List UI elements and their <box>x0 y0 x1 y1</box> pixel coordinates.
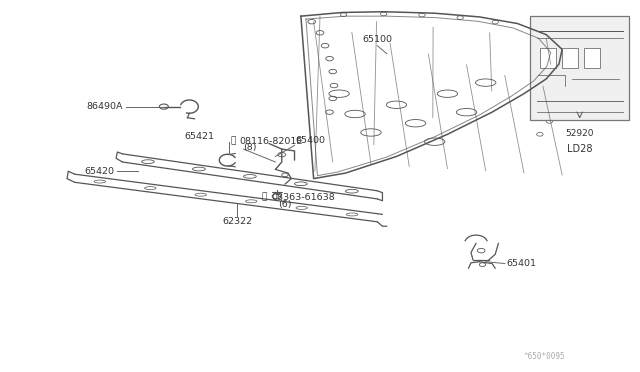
Text: LD28: LD28 <box>567 144 593 154</box>
FancyBboxPatch shape <box>531 16 629 119</box>
Text: 52920: 52920 <box>565 129 594 138</box>
Bar <box>540 48 556 68</box>
Text: 65401: 65401 <box>506 259 536 268</box>
Text: Ⓢ: Ⓢ <box>261 192 267 202</box>
Text: 08116-8201E: 08116-8201E <box>239 137 302 146</box>
Bar <box>562 48 578 68</box>
Text: Ⓑ: Ⓑ <box>231 137 236 145</box>
Text: (6): (6) <box>278 199 292 209</box>
Text: 86490A: 86490A <box>86 102 122 111</box>
Text: 65100: 65100 <box>362 35 392 44</box>
Text: (8): (8) <box>244 143 257 153</box>
Text: 62322: 62322 <box>222 217 252 226</box>
Bar <box>584 48 600 68</box>
Text: 08363-61638: 08363-61638 <box>271 193 335 202</box>
Text: 65420: 65420 <box>85 167 115 176</box>
Text: 65400: 65400 <box>296 136 326 145</box>
Text: ^650*0095: ^650*0095 <box>524 352 566 361</box>
Text: 65421: 65421 <box>184 132 214 141</box>
